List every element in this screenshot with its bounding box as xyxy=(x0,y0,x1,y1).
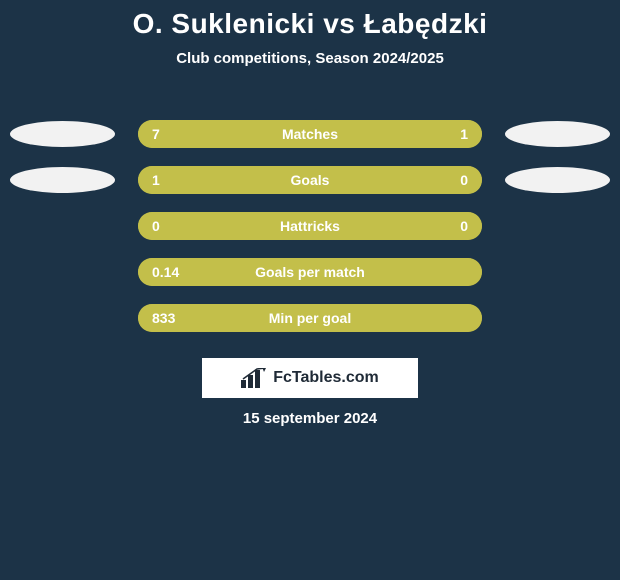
stat-rows: 7Matches11Goals00Hattricks00.14Goals per… xyxy=(0,120,620,350)
stat-left-value: 1 xyxy=(152,172,160,188)
title: O. Suklenicki vs Łabędzki xyxy=(0,8,620,40)
stat-left-value: 0 xyxy=(152,218,160,234)
date-text: 15 september 2024 xyxy=(0,410,620,427)
stat-right-value: 1 xyxy=(460,126,468,142)
stat-row: 0Hattricks0 xyxy=(0,212,620,240)
stat-bar-overlay: 0Hattricks0 xyxy=(138,212,482,240)
stat-metric-label: Goals per match xyxy=(138,264,482,280)
subtitle: Club competitions, Season 2024/2025 xyxy=(0,50,620,67)
stat-left-value: 7 xyxy=(152,126,160,142)
stat-right-value: 0 xyxy=(460,172,468,188)
stat-bar-overlay: 0.14Goals per match xyxy=(138,258,482,286)
stat-row: 7Matches1 xyxy=(0,120,620,148)
stat-metric-label: Goals xyxy=(138,172,482,188)
player-left-indicator xyxy=(10,167,115,193)
stat-right-value: 0 xyxy=(460,218,468,234)
stat-row: 833Min per goal xyxy=(0,304,620,332)
stat-bar-overlay: 1Goals0 xyxy=(138,166,482,194)
comparison-card: O. Suklenicki vs Łabędzki Club competiti… xyxy=(0,0,620,580)
stat-left-value: 833 xyxy=(152,310,175,326)
stat-bar-overlay: 833Min per goal xyxy=(138,304,482,332)
stat-left-value: 0.14 xyxy=(152,264,179,280)
stat-metric-label: Hattricks xyxy=(138,218,482,234)
bars-icon xyxy=(241,368,267,388)
player-right-indicator xyxy=(505,167,610,193)
stat-row: 0.14Goals per match xyxy=(0,258,620,286)
stat-metric-label: Matches xyxy=(138,126,482,142)
player-left-indicator xyxy=(10,121,115,147)
stat-metric-label: Min per goal xyxy=(138,310,482,326)
player-right-indicator xyxy=(505,121,610,147)
stat-row: 1Goals0 xyxy=(0,166,620,194)
logo-text: FcTables.com xyxy=(273,369,379,387)
fctables-logo: FcTables.com xyxy=(202,358,418,398)
stat-bar-overlay: 7Matches1 xyxy=(138,120,482,148)
